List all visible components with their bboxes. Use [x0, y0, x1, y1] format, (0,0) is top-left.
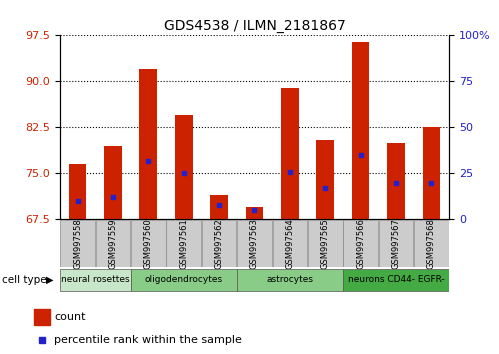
Bar [352, 41, 369, 219]
Title: GDS4538 / ILMN_2181867: GDS4538 / ILMN_2181867 [164, 19, 345, 33]
Text: cell type: cell type [2, 275, 47, 285]
Bar [175, 115, 193, 219]
Text: GSM997563: GSM997563 [250, 218, 259, 269]
Bar [237, 220, 272, 267]
Text: GSM997561: GSM997561 [179, 218, 188, 269]
Text: oligodendrocytes: oligodendrocytes [145, 275, 223, 284]
Bar [308, 220, 343, 267]
Text: GSM997560: GSM997560 [144, 218, 153, 269]
Bar [272, 220, 307, 267]
Text: GSM997566: GSM997566 [356, 218, 365, 269]
Bar [60, 220, 95, 267]
Bar [237, 268, 343, 291]
Text: neurons CD44- EGFR-: neurons CD44- EGFR- [348, 275, 445, 284]
Text: GSM997558: GSM997558 [73, 218, 82, 269]
Bar [131, 220, 166, 267]
Bar [281, 87, 299, 219]
Text: GSM997564: GSM997564 [285, 218, 294, 269]
Bar [379, 220, 413, 267]
Bar [96, 220, 130, 267]
Bar [387, 143, 405, 219]
Bar [131, 268, 237, 291]
Text: neural rosettes: neural rosettes [61, 275, 130, 284]
Bar [202, 220, 237, 267]
Text: GSM997559: GSM997559 [108, 218, 117, 269]
Bar [166, 220, 201, 267]
Bar [140, 69, 157, 219]
Text: GSM997568: GSM997568 [427, 218, 436, 269]
Bar [210, 195, 228, 219]
Bar [104, 146, 122, 219]
Bar [316, 140, 334, 219]
Text: GSM997565: GSM997565 [321, 218, 330, 269]
Bar [423, 127, 440, 219]
Text: ▶: ▶ [46, 275, 54, 285]
Bar [414, 220, 449, 267]
Text: GSM997562: GSM997562 [215, 218, 224, 269]
Bar [246, 207, 263, 219]
Bar [60, 268, 131, 291]
Bar [34, 309, 50, 325]
Text: count: count [54, 312, 86, 322]
Bar [343, 268, 449, 291]
Text: percentile rank within the sample: percentile rank within the sample [54, 335, 242, 346]
Text: GSM997567: GSM997567 [392, 218, 401, 269]
Bar [343, 220, 378, 267]
Text: astrocytes: astrocytes [266, 275, 313, 284]
Bar [69, 164, 86, 219]
